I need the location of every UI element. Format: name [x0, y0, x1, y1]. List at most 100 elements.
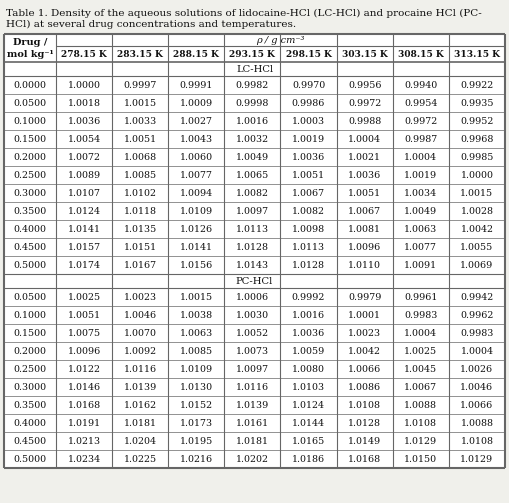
Text: 0.2500: 0.2500	[13, 365, 46, 374]
Text: 1.0107: 1.0107	[68, 189, 101, 198]
Text: 1.0195: 1.0195	[180, 437, 213, 446]
Text: 1.0036: 1.0036	[67, 117, 101, 126]
Text: 1.0034: 1.0034	[404, 189, 437, 198]
Text: 283.15 K: 283.15 K	[117, 49, 163, 58]
Text: 0.9992: 0.9992	[292, 293, 325, 301]
Text: 1.0072: 1.0072	[68, 152, 101, 161]
Text: mol kg⁻¹: mol kg⁻¹	[7, 49, 53, 58]
Text: 1.0009: 1.0009	[180, 99, 213, 108]
Text: 303.15 K: 303.15 K	[342, 49, 387, 58]
Text: 1.0181: 1.0181	[124, 418, 157, 428]
Text: 1.0097: 1.0097	[236, 207, 269, 215]
Text: 1.0066: 1.0066	[460, 400, 494, 409]
Text: 1.0036: 1.0036	[348, 171, 381, 180]
Text: 1.0004: 1.0004	[461, 347, 493, 356]
Text: 1.0042: 1.0042	[461, 224, 493, 233]
Text: 0.1000: 0.1000	[14, 117, 46, 126]
Text: 1.0124: 1.0124	[292, 400, 325, 409]
Text: 0.5000: 0.5000	[13, 455, 46, 463]
Text: 0.4500: 0.4500	[13, 242, 46, 252]
Text: 0.0500: 0.0500	[13, 293, 46, 301]
Text: 1.0116: 1.0116	[236, 382, 269, 391]
Text: 0.9987: 0.9987	[404, 134, 437, 143]
Text: 0.1500: 0.1500	[13, 328, 46, 338]
Text: 1.0016: 1.0016	[292, 310, 325, 319]
Text: 1.0028: 1.0028	[461, 207, 493, 215]
Text: 1.0026: 1.0026	[460, 365, 494, 374]
Text: 1.0049: 1.0049	[236, 152, 269, 161]
Text: 0.9954: 0.9954	[404, 99, 438, 108]
Bar	[4, 34, 505, 468]
Text: 1.0167: 1.0167	[124, 261, 157, 270]
Text: 1.0139: 1.0139	[124, 382, 157, 391]
Text: 0.2000: 0.2000	[14, 152, 46, 161]
Text: 1.0135: 1.0135	[124, 224, 157, 233]
Text: 1.0015: 1.0015	[460, 189, 494, 198]
Text: 0.9991: 0.9991	[180, 80, 213, 90]
Text: 1.0006: 1.0006	[236, 293, 269, 301]
Text: 1.0156: 1.0156	[180, 261, 213, 270]
Text: 0.2500: 0.2500	[13, 171, 46, 180]
Text: 1.0051: 1.0051	[348, 189, 381, 198]
Text: 1.0082: 1.0082	[236, 189, 269, 198]
Text: 1.0124: 1.0124	[68, 207, 101, 215]
Text: 1.0129: 1.0129	[460, 455, 494, 463]
Text: 0.9952: 0.9952	[460, 117, 494, 126]
Text: 1.0103: 1.0103	[292, 382, 325, 391]
Text: 0.9968: 0.9968	[460, 134, 494, 143]
Text: 0.9983: 0.9983	[404, 310, 438, 319]
Text: 0.0500: 0.0500	[13, 99, 46, 108]
Text: 1.0129: 1.0129	[404, 437, 437, 446]
Text: 1.0108: 1.0108	[404, 418, 437, 428]
Text: 1.0128: 1.0128	[348, 418, 381, 428]
Text: 0.9983: 0.9983	[460, 328, 494, 338]
Text: 1.0109: 1.0109	[180, 365, 213, 374]
Text: 1.0043: 1.0043	[180, 134, 213, 143]
Text: 0.9922: 0.9922	[460, 80, 494, 90]
Text: 1.0051: 1.0051	[68, 310, 101, 319]
Text: Table 1. Density of the aqueous solutions of lidocaine-HCl (LC-HCl) and procaine: Table 1. Density of the aqueous solution…	[6, 9, 482, 18]
Text: 1.0128: 1.0128	[236, 242, 269, 252]
Text: 1.0038: 1.0038	[180, 310, 213, 319]
Text: 1.0067: 1.0067	[348, 207, 381, 215]
Text: 1.0122: 1.0122	[68, 365, 101, 374]
Text: 1.0088: 1.0088	[461, 418, 493, 428]
Text: 0.9942: 0.9942	[460, 293, 494, 301]
Text: 1.0051: 1.0051	[124, 134, 157, 143]
Text: 0.9961: 0.9961	[404, 293, 438, 301]
Text: 0.9972: 0.9972	[404, 117, 437, 126]
Text: 1.0025: 1.0025	[68, 293, 101, 301]
Text: 0.9935: 0.9935	[460, 99, 494, 108]
Text: 1.0004: 1.0004	[348, 134, 381, 143]
Text: 1.0144: 1.0144	[292, 418, 325, 428]
Text: 1.0174: 1.0174	[68, 261, 101, 270]
Text: 1.0113: 1.0113	[236, 224, 269, 233]
Text: 1.0213: 1.0213	[68, 437, 101, 446]
Text: 1.0059: 1.0059	[292, 347, 325, 356]
Text: 1.0025: 1.0025	[404, 347, 437, 356]
Text: ρ / g cm⁻³: ρ / g cm⁻³	[257, 36, 305, 44]
Text: 1.0015: 1.0015	[180, 293, 213, 301]
Text: 1.0108: 1.0108	[461, 437, 493, 446]
Text: 1.0102: 1.0102	[124, 189, 157, 198]
Text: 288.15 K: 288.15 K	[174, 49, 219, 58]
Text: 1.0021: 1.0021	[348, 152, 381, 161]
Text: 1.0204: 1.0204	[124, 437, 157, 446]
Text: 1.0055: 1.0055	[460, 242, 494, 252]
Text: 0.3000: 0.3000	[13, 382, 46, 391]
Text: 1.0186: 1.0186	[292, 455, 325, 463]
Text: 1.0000: 1.0000	[461, 171, 493, 180]
Text: 0.9982: 0.9982	[236, 80, 269, 90]
Text: 0.9998: 0.9998	[236, 99, 269, 108]
Text: 1.0098: 1.0098	[292, 224, 325, 233]
Text: 1.0118: 1.0118	[124, 207, 157, 215]
Text: 1.0023: 1.0023	[348, 328, 381, 338]
Text: 1.0032: 1.0032	[236, 134, 269, 143]
Text: 1.0085: 1.0085	[124, 171, 157, 180]
Text: 1.0149: 1.0149	[348, 437, 381, 446]
Text: 0.9997: 0.9997	[124, 80, 157, 90]
Text: 1.0070: 1.0070	[124, 328, 157, 338]
Text: 1.0046: 1.0046	[124, 310, 157, 319]
Text: 1.0080: 1.0080	[292, 365, 325, 374]
Text: 1.0045: 1.0045	[404, 365, 437, 374]
